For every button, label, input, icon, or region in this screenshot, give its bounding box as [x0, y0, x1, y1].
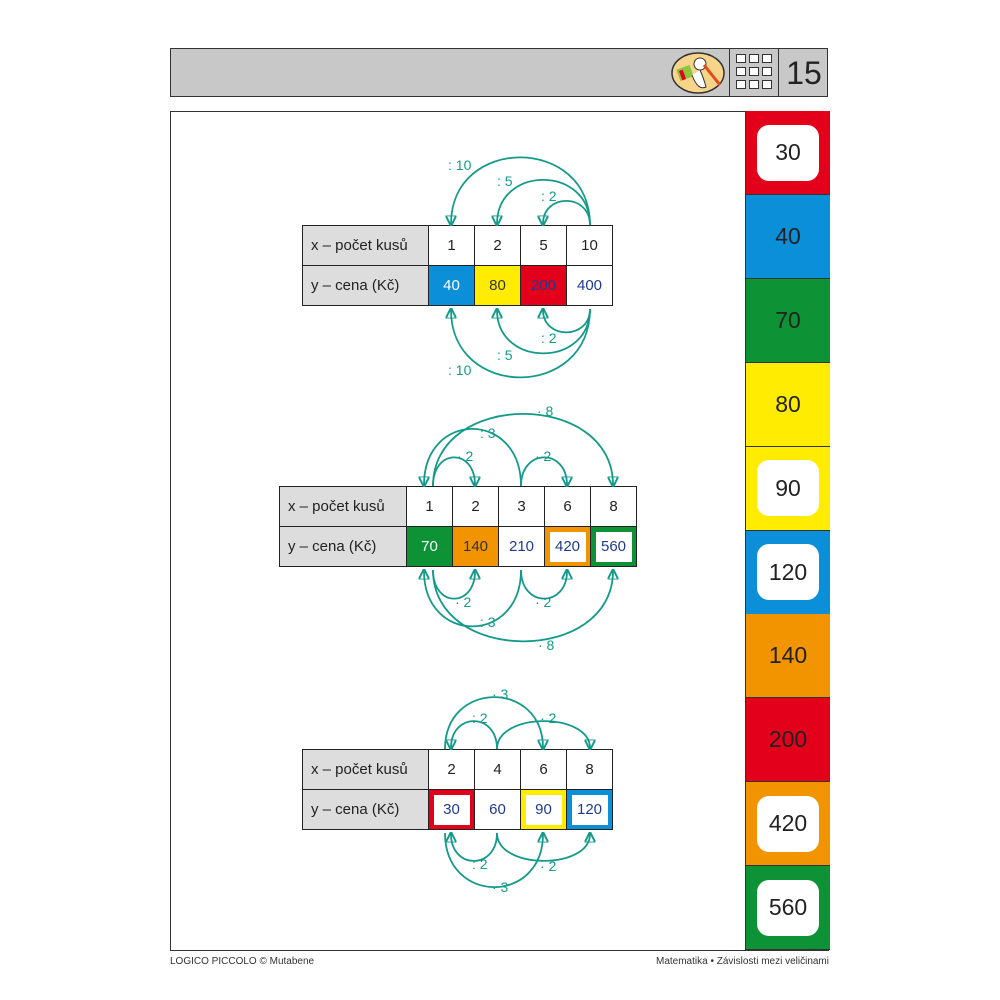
- answer-value: 200: [768, 726, 808, 753]
- table-row-x: x – počet kusů 2 4 6 8: [302, 749, 613, 790]
- row-label: y – cena (Kč): [302, 789, 429, 830]
- answer-tile[interactable]: 560: [746, 866, 830, 951]
- y-cell: 140: [452, 526, 499, 567]
- y-cell: 30: [428, 789, 475, 830]
- answer-tile[interactable]: 30: [746, 111, 830, 195]
- y-cell: 560: [590, 526, 637, 567]
- answer-tile[interactable]: 140: [746, 614, 830, 699]
- answer-value: 80: [775, 390, 801, 417]
- grid-cell: [736, 67, 746, 76]
- page-number: 15: [778, 48, 829, 97]
- answer-tile[interactable]: 70: [746, 278, 830, 363]
- grid-cell: [762, 67, 772, 76]
- x-cell: 2: [452, 486, 499, 527]
- grid-cell: [736, 80, 746, 89]
- x-cell: 6: [520, 749, 567, 790]
- x-cell: 2: [428, 749, 475, 790]
- value: 560: [595, 531, 632, 562]
- x-cell: 8: [590, 486, 637, 527]
- table-row-x: x – počet kusů 1 2 5 10: [302, 225, 613, 266]
- y-cell: 120: [566, 789, 613, 830]
- answer-value: 120: [757, 544, 819, 600]
- grid-cell: [749, 67, 759, 76]
- value: 420: [549, 531, 586, 562]
- table-1: x – počet kusů 1 2 5 10 y – cena (Kč) 40 80 200 4…: [302, 225, 613, 306]
- row-label: x – počet kusů: [279, 486, 407, 527]
- x-cell: 2: [474, 225, 521, 266]
- y-cell: 420: [544, 526, 591, 567]
- table-row-y: y – cena (Kč) 70 140 210 420 560: [279, 526, 637, 567]
- row-label: x – počet kusů: [302, 225, 429, 266]
- table-row-y: y – cena (Kč) 40 80 200 400: [302, 265, 613, 306]
- footer-right: Matematika • Závislosti mezi veličinami: [656, 956, 829, 967]
- x-cell: 5: [520, 225, 567, 266]
- grid-cell: [749, 80, 759, 89]
- y-cell: 210: [498, 526, 545, 567]
- value: 90: [525, 794, 562, 825]
- table-row-y: y – cena (Kč) 30 60 90 120: [302, 789, 613, 830]
- answer-value: 90: [757, 460, 819, 517]
- y-cell: 40: [428, 265, 475, 306]
- answer-tile[interactable]: 200: [746, 698, 830, 783]
- y-cell: 400: [566, 265, 613, 306]
- value: 120: [571, 794, 608, 825]
- grid-cell: [736, 54, 746, 63]
- stork-logo-icon: [671, 52, 725, 94]
- answer-value: 560: [757, 879, 819, 936]
- answer-tile[interactable]: 80: [746, 362, 830, 447]
- y-cell: 60: [474, 789, 521, 830]
- y-cell: 90: [520, 789, 567, 830]
- answer-tile[interactable]: 420: [746, 782, 830, 867]
- row-label: y – cena (Kč): [279, 526, 407, 567]
- x-cell: 3: [498, 486, 545, 527]
- answer-tile[interactable]: 120: [746, 530, 830, 615]
- row-label: y – cena (Kč): [302, 265, 429, 306]
- y-cell: 80: [474, 265, 521, 306]
- grid-icon: [729, 48, 778, 97]
- answer-strip: 30 40 70 80 90 120 140 200 420 560: [745, 111, 830, 951]
- grid-cell: [762, 54, 772, 63]
- value: 30: [433, 794, 470, 825]
- answer-value: 40: [775, 222, 801, 249]
- x-cell: 8: [566, 749, 613, 790]
- answer-value: 420: [757, 795, 819, 852]
- row-label: x – počet kusů: [302, 749, 429, 790]
- answer-value: 70: [775, 306, 801, 333]
- answer-value: 140: [768, 642, 808, 669]
- x-cell: 4: [474, 749, 521, 790]
- grid-cell: [749, 54, 759, 63]
- x-cell: 6: [544, 486, 591, 527]
- answer-tile[interactable]: 40: [746, 194, 830, 279]
- x-cell: 1: [428, 225, 475, 266]
- table-2: x – počet kusů 1 2 3 6 8 y – cena (Kč) 70 140 210…: [279, 486, 637, 567]
- y-cell: 200: [520, 265, 567, 306]
- answer-value: 30: [757, 124, 819, 181]
- table-3: x – počet kusů 2 4 6 8 y – cena (Kč) 30 60 90 120: [302, 749, 613, 830]
- grid-cell: [762, 80, 772, 89]
- x-cell: 1: [406, 486, 453, 527]
- table-row-x: x – počet kusů 1 2 3 6 8: [279, 486, 637, 527]
- footer-left: LOGICO PICCOLO © Mutabene: [170, 956, 315, 967]
- x-cell: 10: [566, 225, 613, 266]
- y-cell: 70: [406, 526, 453, 567]
- answer-tile[interactable]: 90: [746, 446, 830, 531]
